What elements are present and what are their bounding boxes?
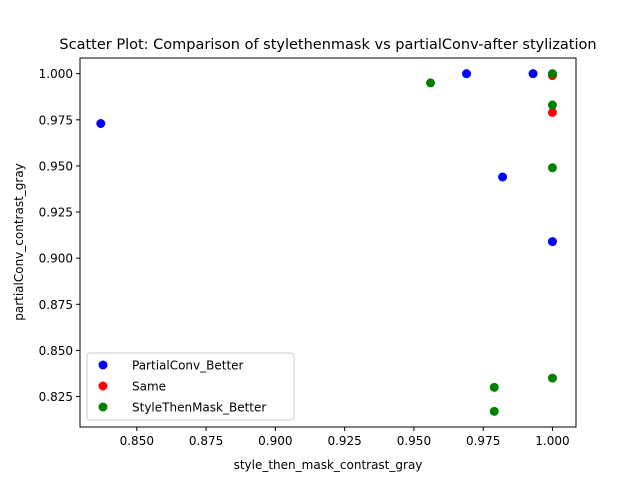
- data-point: [462, 69, 472, 79]
- x-tick-label: 0.875: [189, 434, 223, 448]
- y-tick-label: 0.950: [39, 159, 73, 173]
- data-point: [547, 237, 557, 247]
- x-tick-label: 0.900: [258, 434, 292, 448]
- x-axis-label: style_then_mask_contrast_gray: [234, 458, 423, 472]
- legend-label: StyleThenMask_Better: [132, 401, 266, 415]
- legend-box: [86, 352, 295, 421]
- legend-marker: [98, 381, 108, 391]
- y-axis-ticks: 0.825 0.850 0.875 0.900 0.925 0.950 0.975 1.000: [39, 67, 80, 404]
- data-point: [547, 373, 557, 383]
- y-tick-label: 0.875: [39, 298, 73, 312]
- data-point: [426, 78, 436, 88]
- plot-frame: [79, 57, 577, 428]
- legend-label: PartialConv_Better: [132, 359, 244, 373]
- legend-label: Same: [132, 380, 166, 394]
- x-tick-label: 0.950: [397, 434, 431, 448]
- y-tick-label: 1.000: [39, 67, 73, 81]
- data-point: [489, 406, 499, 416]
- legend-marker: [98, 402, 108, 412]
- y-tick-label: 0.975: [39, 113, 73, 127]
- x-tick-label: 0.925: [327, 434, 361, 448]
- data-point: [547, 69, 557, 79]
- y-tick-label: 0.850: [39, 344, 73, 358]
- chart-title: Scatter Plot: Comparison of stylethenmas…: [59, 37, 596, 53]
- data-point: [528, 69, 538, 79]
- data-point: [547, 163, 557, 173]
- x-tick-label: 0.850: [120, 434, 154, 448]
- legend: PartialConv_Better Same StyleThenMask_Bett…: [86, 352, 295, 421]
- data-point: [96, 118, 106, 128]
- y-tick-label: 0.925: [39, 206, 73, 220]
- y-axis-label: partialConv_contrast_gray: [12, 163, 26, 321]
- data-point: [547, 100, 557, 110]
- x-axis-ticks: 0.850 0.875 0.900 0.925 0.950 0.975 1.000: [120, 427, 570, 448]
- y-tick-label: 0.900: [39, 252, 73, 266]
- x-tick-label: 0.975: [466, 434, 500, 448]
- plot-points: [96, 69, 557, 416]
- x-tick-label: 1.000: [535, 434, 569, 448]
- data-point: [498, 172, 508, 182]
- legend-marker: [98, 360, 108, 370]
- y-tick-label: 0.825: [39, 390, 73, 404]
- data-point: [489, 382, 499, 392]
- data-point: [547, 107, 557, 117]
